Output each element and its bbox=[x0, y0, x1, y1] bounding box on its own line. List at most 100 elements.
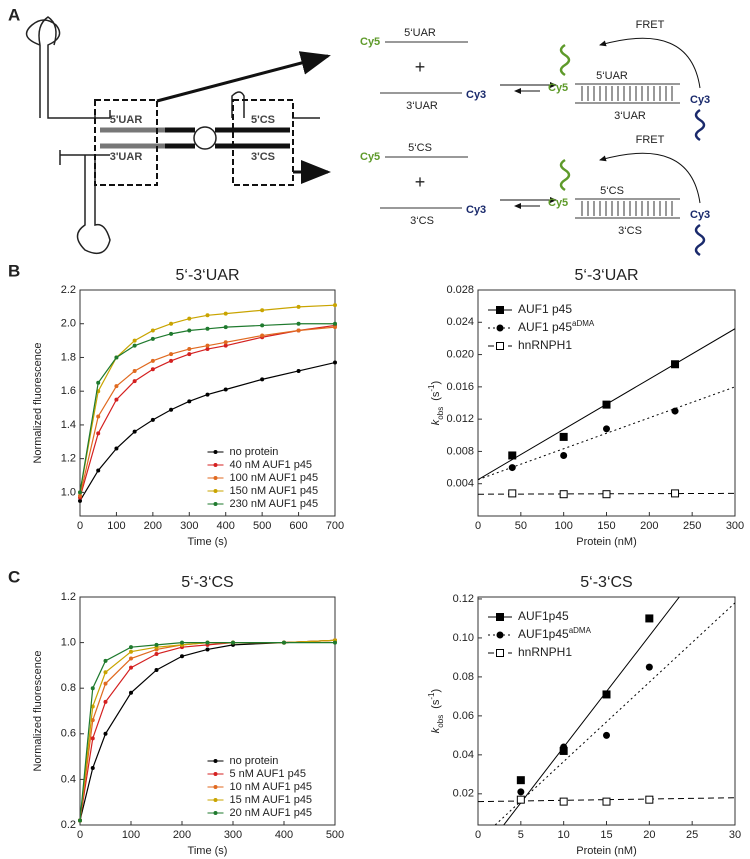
x-tick-label: 10 bbox=[558, 829, 570, 841]
legend-dot bbox=[213, 759, 218, 763]
point bbox=[150, 328, 155, 333]
point bbox=[103, 699, 108, 704]
chart: 5‘-3‘CS 0 100 200 300 400 500 0.2 0.4 0.6 0.8 1.0 1.… bbox=[32, 574, 344, 857]
point bbox=[205, 347, 210, 352]
point bbox=[103, 681, 108, 686]
cy5-label: Cy5 bbox=[548, 197, 568, 209]
point bbox=[333, 303, 337, 308]
x-tick-label: 0 bbox=[475, 520, 481, 532]
y-tick-label: 1.4 bbox=[61, 419, 76, 431]
point bbox=[129, 645, 133, 650]
cs-box bbox=[232, 99, 294, 186]
point bbox=[90, 686, 95, 691]
y-tick-label: 1.2 bbox=[61, 453, 76, 465]
point bbox=[517, 788, 525, 796]
legend-name: AUF1p45 bbox=[518, 609, 569, 623]
point bbox=[260, 308, 265, 313]
fret-label: FRET bbox=[636, 134, 665, 146]
cy5-label: Cy5 bbox=[360, 36, 380, 48]
legend-label: no protein bbox=[230, 446, 279, 458]
point bbox=[114, 446, 119, 451]
excitation bbox=[694, 223, 706, 257]
point bbox=[96, 380, 101, 385]
point bbox=[559, 432, 568, 441]
trace bbox=[80, 324, 335, 498]
legend-marker bbox=[496, 613, 504, 621]
rna-structure bbox=[25, 16, 320, 255]
x-tick-label: 400 bbox=[217, 520, 235, 532]
y-tick-label: 1.0 bbox=[61, 637, 76, 649]
legend-label: 20 nM AUF1 p45 bbox=[230, 807, 313, 819]
point bbox=[187, 328, 192, 333]
plot-frame bbox=[477, 596, 736, 826]
y-tick-label: 0.4 bbox=[61, 773, 76, 785]
legend-label: hnRNPH1 bbox=[518, 338, 572, 352]
point bbox=[282, 640, 286, 645]
point bbox=[154, 642, 159, 647]
plus: + bbox=[415, 172, 426, 192]
strand-label: 3‘CS bbox=[410, 215, 434, 227]
x-tick-label: 30 bbox=[729, 829, 741, 841]
point bbox=[180, 654, 184, 659]
point bbox=[645, 795, 654, 804]
ylabel-unit: (s bbox=[430, 391, 442, 401]
point bbox=[231, 640, 235, 645]
point bbox=[560, 451, 568, 459]
point bbox=[90, 736, 95, 741]
legend-dot bbox=[213, 772, 218, 776]
trace bbox=[80, 639, 335, 821]
point bbox=[114, 397, 119, 402]
point bbox=[154, 652, 159, 656]
legend-dot bbox=[213, 811, 218, 815]
x-tick-label: 50 bbox=[515, 520, 527, 532]
x-tick-label: 400 bbox=[275, 829, 293, 841]
y-tick-label: 0.02 bbox=[453, 788, 474, 800]
structure-label: 5'UAR bbox=[110, 114, 143, 126]
point bbox=[603, 425, 610, 433]
emission bbox=[559, 158, 571, 192]
cy5-label: Cy5 bbox=[548, 82, 568, 94]
legend-dot bbox=[213, 489, 218, 493]
ylabel-end: ) bbox=[430, 381, 442, 385]
structure-label: 3'UAR bbox=[110, 151, 143, 163]
x-tick-label: 300 bbox=[726, 520, 744, 532]
legend-label: AUF1 p45aDMA bbox=[518, 319, 595, 335]
excitation bbox=[694, 108, 706, 142]
cy3-label: Cy3 bbox=[690, 209, 710, 221]
legend-dot bbox=[213, 785, 218, 789]
legend-label: no protein bbox=[230, 755, 279, 767]
legend-name: hnRNPH1 bbox=[518, 338, 572, 352]
y-tick-label: 0.06 bbox=[453, 710, 474, 722]
strand-label: 3‘UAR bbox=[614, 110, 646, 122]
x-axis-label: Protein (nM) bbox=[576, 845, 637, 857]
y-tick-label: 0.008 bbox=[446, 445, 474, 457]
point bbox=[205, 343, 210, 348]
point bbox=[129, 656, 133, 661]
legend-name: hnRNPH1 bbox=[518, 645, 572, 659]
chart: 5‘-3‘UAR 0 100 200 300 400 500 600 700 1.0 1.2 1.4 1… bbox=[32, 267, 344, 548]
legend-label: 40 nM AUF1 p45 bbox=[230, 459, 313, 471]
point bbox=[187, 347, 192, 352]
x-tick-label: 200 bbox=[173, 829, 191, 841]
point bbox=[223, 325, 228, 330]
point bbox=[169, 358, 174, 363]
y-tick-label: 0.8 bbox=[61, 682, 76, 694]
y-tick-label: 0.012 bbox=[446, 413, 474, 425]
y-tick-label: 0.024 bbox=[446, 316, 474, 328]
cy3-label: Cy3 bbox=[466, 204, 486, 216]
point bbox=[223, 387, 228, 392]
legend-name: AUF1 p45 bbox=[518, 302, 572, 316]
plot-frame bbox=[79, 596, 336, 826]
point bbox=[671, 489, 680, 498]
point bbox=[260, 333, 265, 338]
legend-marker bbox=[496, 342, 504, 350]
point bbox=[150, 336, 155, 341]
point bbox=[96, 468, 101, 473]
legend-label: 150 nM AUF1 p45 bbox=[230, 485, 319, 497]
legend-dot bbox=[213, 798, 218, 802]
point bbox=[187, 399, 192, 404]
x-tick-label: 0 bbox=[475, 829, 481, 841]
legend-label: AUF1p45 bbox=[518, 609, 569, 623]
y-tick-label: 0.08 bbox=[453, 671, 474, 683]
point bbox=[103, 670, 108, 675]
